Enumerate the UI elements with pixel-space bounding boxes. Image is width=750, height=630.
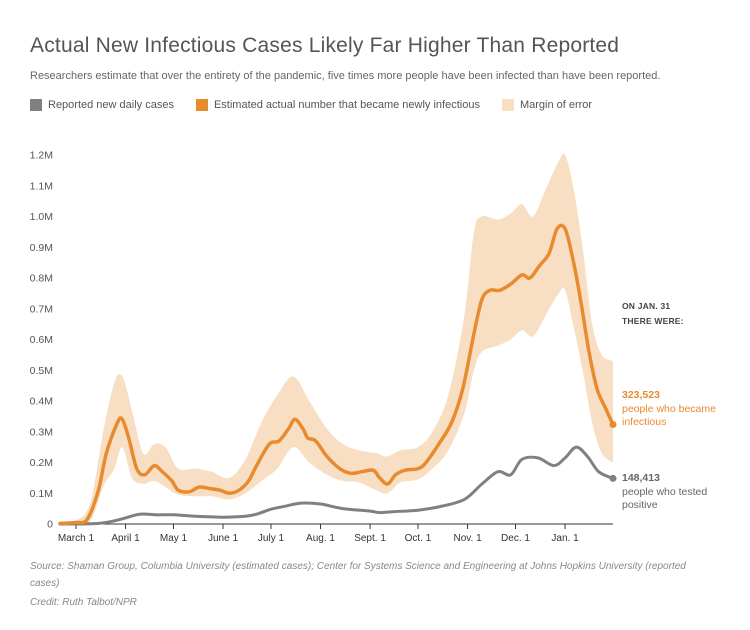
annotation-title-line1: ON JAN. 31 (622, 301, 671, 311)
x-tick-label: Oct. 1 (405, 533, 432, 544)
x-tick-label: Nov. 1 (453, 533, 482, 544)
x-axis: March 1 April 1 May 1 June 1 July 1 Aug. 1 Sep… (58, 523, 613, 544)
x-tick-label: May 1 (160, 533, 188, 544)
credit-note: Credit: Ruth Talbot/NPR (30, 597, 137, 608)
y-tick-label: 0 (47, 519, 53, 531)
legend-item-estimated: Estimated actual number that became newl… (195, 99, 480, 111)
series-layer (58, 153, 617, 526)
x-tick-label: Sept. 1 (354, 533, 386, 544)
y-tick-label: 0.9M (30, 242, 53, 254)
estimated-end-point (609, 421, 617, 429)
y-tick-label: 1.2M (30, 150, 53, 162)
chart-legend: Reported new daily cases Estimated actua… (30, 98, 614, 112)
x-tick-label: March 1 (58, 533, 95, 544)
legend-swatch-reported (30, 99, 42, 111)
y-tick-label: 1.1M (30, 180, 53, 192)
y-tick-label: 0.3M (30, 426, 53, 438)
y-tick-label: 0.5M (30, 365, 53, 377)
chart-title: Actual New Infectious Cases Likely Far H… (30, 34, 620, 57)
chart-subtitle: Researchers estimate that over the entir… (30, 70, 661, 82)
y-tick-label: 0.8M (30, 273, 53, 285)
y-tick-label: 0.7M (30, 303, 53, 315)
legend-swatch-margin (501, 99, 514, 111)
annotation-title-line2: THERE WERE: (622, 316, 684, 326)
legend-swatch-estimated (195, 99, 208, 111)
y-tick-label: 0.1M (30, 488, 53, 500)
margin-of-error-band (60, 153, 613, 525)
x-tick-label: Jan. 1 (551, 533, 579, 544)
annotation-estimated-text-line2: infectious (622, 416, 667, 428)
x-tick-label: July 1 (258, 533, 285, 544)
legend-item-margin: Margin of error (501, 99, 593, 111)
x-tick-label: Aug. 1 (306, 533, 335, 544)
legend-label-estimated: Estimated actual number that became newl… (213, 99, 480, 111)
annotation-reported-text-line1: people who tested (622, 486, 708, 498)
reported-cases-line (58, 445, 615, 526)
annotation-estimated-text-line1: people who became (622, 403, 716, 415)
y-tick-label: 1.0M (30, 211, 53, 223)
reported-end-point (609, 474, 617, 482)
x-tick-label: April 1 (111, 533, 140, 544)
y-axis: 0 0.1M 0.2M 0.3M 0.4M 0.5M 0.6M 0.7M 0.8M 0.9M 1.0… (30, 150, 54, 531)
y-tick-label: 0.4M (30, 396, 53, 408)
annotation-reported-text-line2: positive (622, 499, 658, 511)
y-tick-label: 0.6M (30, 334, 53, 346)
annotation-estimated-value: 323,523 (622, 389, 660, 401)
annotation-reported-value: 148,413 (622, 472, 660, 484)
legend-label-margin: Margin of error (519, 99, 593, 111)
x-tick-label: Dec. 1 (501, 533, 530, 544)
source-note: Source: Shaman Group, Columbia Universit… (30, 561, 686, 589)
legend-label-reported: Reported new daily cases (48, 99, 174, 111)
legend-item-reported: Reported new daily cases (30, 99, 174, 111)
y-tick-label: 0.2M (30, 457, 53, 469)
estimated-infectious-line (58, 223, 615, 526)
x-tick-label: June 1 (208, 533, 238, 544)
